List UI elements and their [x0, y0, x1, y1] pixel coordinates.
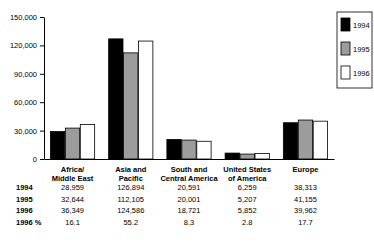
table-cell: 32,644 — [61, 195, 84, 204]
y-tick: 120,000 — [10, 41, 44, 50]
x-tick: South andCentral America — [160, 165, 218, 182]
bar — [124, 53, 138, 159]
legend-swatch — [341, 18, 350, 31]
x-tick-label: Asia andPacific — [115, 165, 147, 182]
y-tick-mark — [40, 102, 44, 103]
y-tick-mark — [40, 131, 44, 132]
bar — [313, 121, 327, 159]
table-row-label: 1996 % — [16, 218, 42, 227]
bar — [167, 140, 181, 159]
table-cell: 5,852 — [238, 206, 257, 215]
table-cell: 39,962 — [294, 206, 317, 215]
table-row-label: 1996 — [16, 206, 33, 215]
table-cell: 5,207 — [238, 195, 257, 204]
x-tick-label-line: Middle East — [52, 174, 94, 183]
legend-label: 1995 — [353, 45, 370, 54]
y-axis-line — [44, 18, 45, 160]
y-tick: 90,000 — [14, 70, 44, 79]
x-tick: Asia andPacific — [115, 165, 147, 182]
x-tick: United Statesof America — [223, 165, 271, 182]
y-tick-mark — [40, 17, 44, 18]
x-axis: Africa/Middle East Asia andPacific South a… — [45, 160, 335, 183]
y-axis: 0 30,000 60,000 90,000 120,000 150,000 — [10, 13, 45, 164]
table-cell: 38,313 — [294, 183, 317, 192]
bar — [298, 120, 312, 159]
y-tick: 150,000 — [10, 13, 44, 22]
x-tick-label: Europe — [293, 165, 319, 174]
x-tick-label: United Statesof America — [223, 165, 271, 182]
table-row-label: 1995 — [16, 195, 33, 204]
table-cell: 8.3 — [184, 218, 194, 227]
legend-label: 1994 — [353, 21, 370, 30]
bar — [225, 153, 239, 159]
bar — [109, 39, 123, 159]
y-tick-mark — [40, 74, 44, 75]
y-tick-label: 30,000 — [14, 127, 37, 136]
table-cell: 2.8 — [242, 218, 252, 227]
x-axis-line — [45, 159, 335, 160]
x-tick-label-line: Europe — [293, 165, 319, 174]
table-cell: 16.1 — [65, 218, 80, 227]
table-cell: 20,001 — [178, 195, 201, 204]
x-tick-label-line: Central America — [160, 174, 218, 183]
x-tick: Europe — [293, 165, 319, 174]
table-cell: 55.2 — [123, 218, 138, 227]
x-tick: Africa/Middle East — [52, 165, 94, 182]
bar — [240, 154, 254, 159]
bars — [50, 39, 327, 159]
y-tick-label: 60,000 — [14, 98, 37, 107]
bar — [80, 125, 94, 159]
bar — [283, 123, 297, 159]
y-tick-label: 120,000 — [10, 41, 37, 50]
legend-swatch — [341, 66, 350, 79]
y-tick-mark — [40, 45, 44, 46]
legend: 1994 1995 1996 — [337, 12, 372, 88]
legend-swatch — [341, 42, 350, 55]
table-cell: 17.7 — [298, 218, 313, 227]
table-row-label: 1994 — [16, 183, 34, 192]
y-tick: 0 — [33, 155, 44, 164]
bar — [139, 41, 153, 159]
table-cell: 41,155 — [294, 195, 317, 204]
bar — [65, 128, 79, 159]
y-tick-label: 90,000 — [14, 70, 37, 79]
table-cell: 126,894 — [117, 183, 144, 192]
table-cell: 28,959 — [61, 183, 84, 192]
x-tick-label-line: Pacific — [119, 174, 143, 183]
y-tick-label: 0 — [33, 155, 37, 164]
bar — [182, 140, 196, 159]
x-tick-label-line: of America — [228, 174, 267, 183]
y-tick-label: 150,000 — [10, 13, 37, 22]
y-tick: 30,000 — [14, 127, 44, 136]
table-cell: 112,105 — [117, 195, 144, 204]
x-tick-label: South andCentral America — [160, 165, 218, 182]
data-table: 1994 28,959 126,894 20,591 6,259 38,313 1995 32… — [16, 183, 317, 227]
bar — [197, 141, 211, 159]
table-cell: 6,259 — [238, 183, 257, 192]
table-cell: 20,591 — [178, 183, 201, 192]
y-tick: 60,000 — [14, 98, 44, 107]
table-cell: 36,349 — [61, 206, 84, 215]
bar — [255, 153, 269, 159]
legend-label: 1996 — [353, 69, 370, 78]
table-cell: 124,586 — [117, 206, 144, 215]
table-cell: 18,721 — [178, 206, 201, 215]
y-tick-mark — [40, 159, 44, 160]
x-tick-label: Africa/Middle East — [52, 165, 94, 182]
legend-frame — [337, 12, 372, 88]
chart: 0 30,000 60,000 90,000 120,000 150,000 Africa/… — [0, 0, 374, 243]
bar — [50, 132, 64, 159]
